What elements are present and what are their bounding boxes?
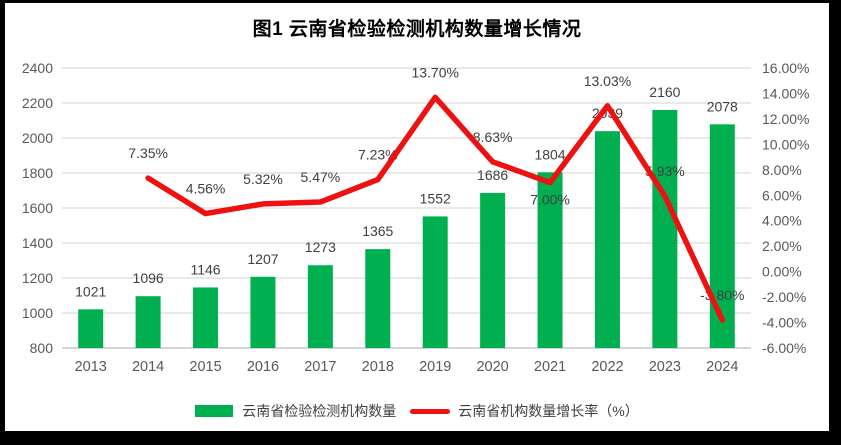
line-label-2017: 5.47% <box>301 169 341 185</box>
x-axis-tick: 2023 <box>649 359 681 375</box>
bar-label-2013: 1021 <box>75 283 106 299</box>
right-axis-tick: -6.00% <box>762 340 806 356</box>
left-axis-tick: 2400 <box>22 60 53 76</box>
left-axis-tick: 800 <box>30 340 54 356</box>
growth-rate-line <box>145 94 726 323</box>
right-axis-tick: 6.00% <box>762 187 802 203</box>
right-axis-tick: 16.00% <box>762 60 809 76</box>
x-axis-tick: 2024 <box>706 359 738 375</box>
bar-label-2019: 1552 <box>420 190 451 206</box>
left-axis-tick: 2000 <box>22 130 53 146</box>
line-label-2014: 7.35% <box>128 145 168 161</box>
bar-2022 <box>594 131 620 348</box>
x-axis-tick: 2016 <box>247 359 279 375</box>
combo-chart: 2400 2200 2000 1800 1600 1400 1200 1000 800 16.00… <box>22 60 810 375</box>
bar-label-2015: 1146 <box>190 261 220 277</box>
bar-label-2020: 1686 <box>477 167 508 183</box>
right-axis-tick: 10.00% <box>762 136 809 152</box>
right-axis-tick: 4.00% <box>762 213 802 229</box>
bar-2023 <box>652 110 678 348</box>
x-axis-tick: 2021 <box>534 359 566 375</box>
bar-2015 <box>193 287 219 348</box>
legend-bar-swatch-icon <box>195 405 234 417</box>
right-axis-tick: -2.00% <box>762 289 806 305</box>
bar-label-2017: 1273 <box>305 239 336 255</box>
x-axis-tick: 2014 <box>132 359 164 375</box>
legend-line-swatch-icon <box>410 408 451 414</box>
line-label-2019: 13.70% <box>411 64 458 80</box>
bar-2018 <box>365 249 391 348</box>
line-label-2020: 8.63% <box>473 129 513 145</box>
legend: 云南省检验检测机构数量 云南省机构数量增长率（%） <box>5 401 829 421</box>
x-axis-tick: 2013 <box>75 359 107 375</box>
right-axis-tick: 8.00% <box>762 162 802 178</box>
x-axis-tick: 2020 <box>476 359 508 375</box>
bar-2014 <box>135 296 161 348</box>
bar-2016 <box>250 276 276 348</box>
bar-label-2018: 1365 <box>362 223 393 239</box>
line-label-2016: 5.32% <box>243 171 283 187</box>
line-label-2018: 7.23% <box>358 147 398 163</box>
x-axis-tick: 2022 <box>591 359 623 375</box>
bar-2013 <box>78 309 104 348</box>
left-axis-tick: 1200 <box>22 270 53 286</box>
x-axis-tick: 2015 <box>189 359 221 375</box>
x-axis-tick: 2017 <box>304 359 336 375</box>
legend-bar-label: 云南省检验检测机构数量 <box>242 403 397 419</box>
line-label-2021: 7.00% <box>530 192 570 208</box>
right-axis-tick: 12.00% <box>762 111 809 127</box>
bar-label-2023: 2160 <box>649 84 680 100</box>
bar-label-2016: 1207 <box>247 251 278 267</box>
bar-label-2021: 1804 <box>534 146 565 162</box>
bar-2019 <box>422 216 448 348</box>
bar-label-2024: 2078 <box>707 98 738 114</box>
x-axis-tick: 2019 <box>419 359 451 375</box>
line-label-2023: 5.93% <box>645 163 685 179</box>
left-axis-tick: 2200 <box>22 95 53 111</box>
legend-line-label: 云南省机构数量增长率（%） <box>458 403 639 419</box>
bar-label-2014: 1096 <box>133 270 164 286</box>
left-axis-tick: 1600 <box>22 200 53 216</box>
left-axis-tick: 1800 <box>22 165 53 181</box>
right-axis-tick: -4.00% <box>762 315 806 331</box>
right-axis-tick: 2.00% <box>762 238 802 254</box>
bar-2020 <box>480 192 506 348</box>
bar-2021 <box>537 172 563 348</box>
right-axis-tick: 14.00% <box>762 85 809 101</box>
bar-2017 <box>307 265 333 348</box>
right-axis-tick: 0.00% <box>762 264 802 280</box>
chart-frame: 图1 云南省检验检测机构数量增长情况 2400 2200 2000 1800 1600 1… <box>5 3 829 431</box>
bar-2024 <box>709 124 735 348</box>
left-axis-tick: 1000 <box>22 305 53 321</box>
x-axis-tick: 2018 <box>362 359 394 375</box>
line-label-2022: 13.03% <box>584 73 631 89</box>
line-label-2015: 4.56% <box>186 181 226 197</box>
chart-title: 图1 云南省检验检测机构数量增长情况 <box>252 19 582 40</box>
left-axis-tick: 1400 <box>22 235 53 251</box>
